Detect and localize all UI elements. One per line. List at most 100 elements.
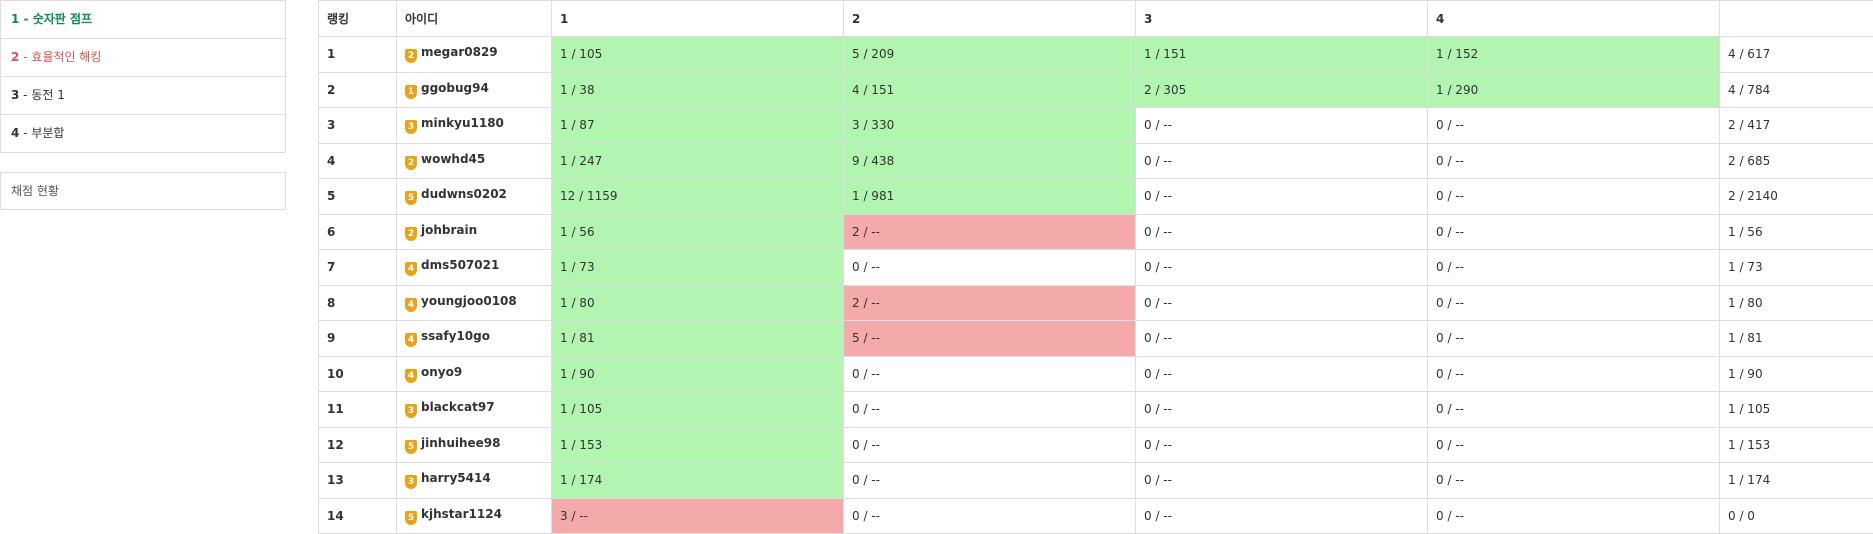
problem-3-result-cell: 0 / -- (1135, 462, 1428, 499)
rank-cell: 7 (318, 249, 397, 286)
total-cell: 0 / 0 (1719, 497, 1873, 534)
problem-1-result-cell: 1 / 247 (551, 142, 844, 179)
rank-cell: 5 (318, 178, 397, 215)
problem-item-1[interactable]: 1 - 숫자판 점프 (1, 1, 285, 39)
problem-2-result-cell: 5 / -- (843, 320, 1136, 357)
problem-2-result-cell: 0 / -- (843, 249, 1136, 286)
header-rank: 랭킹 (318, 0, 397, 37)
problem-4-result-cell: 0 / -- (1427, 320, 1720, 357)
problem-3-result-cell: 0 / -- (1135, 497, 1428, 534)
user-cell[interactable]: 3 harry5414 (396, 462, 552, 499)
user-id[interactable]: megar0829 (421, 45, 498, 60)
user-id[interactable]: johbrain (421, 222, 478, 237)
problem-3-result-cell: 0 / -- (1135, 107, 1428, 144)
user-id[interactable]: onyo9 (421, 364, 463, 379)
problem-title: 동전 1 (31, 88, 65, 102)
user-id[interactable]: harry5414 (421, 471, 491, 486)
user-cell[interactable]: 2 megar0829 (396, 36, 552, 73)
user-id[interactable]: jinhuihee98 (421, 435, 501, 450)
user-cell[interactable]: 5 jinhuihee98 (396, 426, 552, 463)
user-id[interactable]: ggobug94 (421, 80, 489, 95)
problem-1-result-cell: 1 / 90 (551, 355, 844, 392)
user-id[interactable]: minkyu1180 (421, 116, 504, 131)
scoreboard-table: 랭킹 아이디 1 2 3 4 1 2 megar0829 1 / 105 5 / 209… (318, 0, 1873, 534)
total-cell: 1 / 73 (1719, 249, 1873, 286)
header-problem-3[interactable]: 3 (1135, 0, 1428, 37)
header-problem-1[interactable]: 1 (551, 0, 844, 37)
problem-title: 효율적인 해킹 (31, 50, 102, 64)
table-row: 6 2 johbrain 1 / 56 2 / -- 0 / -- 0 / -- 1 / 56 (318, 213, 1873, 250)
problem-1-result-cell: 1 / 81 (551, 320, 844, 357)
rank-cell: 8 (318, 284, 397, 321)
table-row: 9 4 ssafy10go 1 / 81 5 / -- 0 / -- 0 / -- 1 / 8… (318, 320, 1873, 357)
problem-2-result-cell: 1 / 981 (843, 178, 1136, 215)
user-id[interactable]: dms507021 (421, 258, 500, 273)
header-problem-4[interactable]: 4 (1427, 0, 1720, 37)
total-cell: 1 / 174 (1719, 462, 1873, 499)
total-cell: 1 / 90 (1719, 355, 1873, 392)
rank-cell: 3 (318, 107, 397, 144)
problem-1-result-cell: 1 / 87 (551, 107, 844, 144)
problem-number: 4 (11, 126, 20, 140)
problem-4-result-cell: 0 / -- (1427, 249, 1720, 286)
user-cell[interactable]: 5 dudwns0202 (396, 178, 552, 215)
grading-status-link[interactable]: 채점 현황 (0, 172, 286, 210)
problem-item-2[interactable]: 2 - 효율적인 해킹 (1, 39, 285, 77)
user-id[interactable]: wowhd45 (421, 151, 486, 166)
user-id[interactable]: blackcat97 (421, 400, 495, 415)
problem-number: 3 (11, 88, 20, 102)
user-cell[interactable]: 2 wowhd45 (396, 142, 552, 179)
problem-4-result-cell: 0 / -- (1427, 426, 1720, 463)
problem-4-result-cell: 0 / -- (1427, 284, 1720, 321)
user-id[interactable]: youngjoo0108 (421, 293, 517, 308)
total-cell: 1 / 56 (1719, 213, 1873, 250)
problem-item-3[interactable]: 3 - 동전 1 (1, 77, 285, 115)
table-row: 14 5 kjhstar1124 3 / -- 0 / -- 0 / -- 0 / -- 0 … (318, 497, 1873, 534)
problem-number: 1 (11, 12, 20, 26)
user-id[interactable]: dudwns0202 (421, 187, 507, 202)
problem-2-result-cell: 0 / -- (843, 426, 1136, 463)
problem-list: 1 - 숫자판 점프 2 - 효율적인 해킹 3 - 동전 1 4 - 부분합 (0, 0, 286, 153)
problem-item-4[interactable]: 4 - 부분합 (11, 126, 65, 140)
problem-4-result-cell: 0 / -- (1427, 355, 1720, 392)
problem-4-result-cell: 0 / -- (1427, 462, 1720, 499)
table-row: 4 2 wowhd45 1 / 247 9 / 438 0 / -- 0 / -- 2 / 6… (318, 142, 1873, 179)
user-cell[interactable]: 4 ssafy10go (396, 320, 552, 357)
user-cell[interactable]: 4 youngjoo0108 (396, 284, 552, 321)
total-cell: 1 / 105 (1719, 391, 1873, 428)
user-cell[interactable]: 3 blackcat97 (396, 391, 552, 428)
user-cell[interactable]: 3 minkyu1180 (396, 107, 552, 144)
header-problem-2[interactable]: 2 (843, 0, 1136, 37)
table-row: 13 3 harry5414 1 / 174 0 / -- 0 / -- 0 / -- 1 /… (318, 462, 1873, 499)
tier-badge-icon: 5 (405, 439, 417, 454)
tier-badge-icon: 2 (405, 226, 417, 241)
scoreboard-body: 1 2 megar0829 1 / 105 5 / 209 1 / 151 1 / 152 4… (318, 36, 1873, 534)
problem-1-result-cell: 1 / 105 (551, 391, 844, 428)
problem-2-result-cell: 2 / -- (843, 213, 1136, 250)
table-row: 2 1 ggobug94 1 / 38 4 / 151 2 / 305 1 / 290 4 /… (318, 71, 1873, 108)
rank-cell: 10 (318, 355, 397, 392)
tier-badge-icon: 4 (405, 333, 417, 348)
problem-3-result-cell: 0 / -- (1135, 213, 1428, 250)
problem-4-result-cell: 0 / -- (1427, 391, 1720, 428)
user-cell[interactable]: 4 onyo9 (396, 355, 552, 392)
problem-title: 부분합 (31, 126, 65, 140)
user-cell[interactable]: 1 ggobug94 (396, 71, 552, 108)
rank-cell: 2 (318, 71, 397, 108)
problem-2-result-cell: 9 / 438 (843, 142, 1136, 179)
user-id[interactable]: ssafy10go (421, 329, 490, 344)
problem-1-result-cell: 1 / 174 (551, 462, 844, 499)
problem-3-result-cell: 0 / -- (1135, 178, 1428, 215)
problem-1-result-cell: 1 / 80 (551, 284, 844, 321)
user-cell[interactable]: 5 kjhstar1124 (396, 497, 552, 534)
table-row: 10 4 onyo9 1 / 90 0 / -- 0 / -- 0 / -- 1 / 90 (318, 355, 1873, 392)
user-cell[interactable]: 4 dms507021 (396, 249, 552, 286)
user-cell[interactable]: 2 johbrain (396, 213, 552, 250)
problem-number: 2 (11, 50, 20, 64)
table-row: 12 5 jinhuihee98 1 / 153 0 / -- 0 / -- 0 / -- 1… (318, 426, 1873, 463)
problem-1-result-cell: 12 / 1159 (551, 178, 844, 215)
rank-cell: 6 (318, 213, 397, 250)
total-cell: 1 / 153 (1719, 426, 1873, 463)
table-row: 5 5 dudwns0202 12 / 1159 1 / 981 0 / -- 0 / --… (318, 178, 1873, 215)
user-id[interactable]: kjhstar1124 (421, 506, 502, 521)
